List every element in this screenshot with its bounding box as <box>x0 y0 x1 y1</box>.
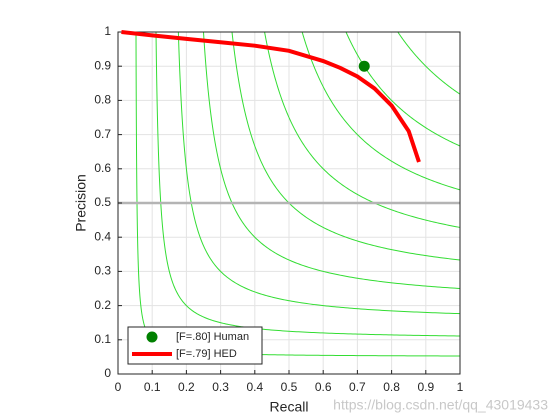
x-tick-label: 0 <box>115 380 122 394</box>
iso-f-curve <box>301 31 461 191</box>
y-tick-label: 0.9 <box>94 58 111 72</box>
x-tick-label: 1 <box>457 380 464 394</box>
x-axis-label: Recall <box>270 399 309 415</box>
x-tick-label: 0.3 <box>212 380 229 394</box>
x-tick-label: 0.5 <box>281 380 298 394</box>
legend-label: [F=.80] Human <box>176 331 249 343</box>
iso-f-curve <box>155 31 461 337</box>
y-tick-label: 0.3 <box>94 264 111 278</box>
x-tick-label: 0.4 <box>246 380 263 394</box>
y-tick-label: 0 <box>104 366 111 380</box>
iso-f-curve <box>345 31 461 147</box>
iso-f-curve <box>264 31 461 228</box>
iso-f-curve <box>177 31 461 315</box>
x-tick-label: 0.9 <box>417 380 434 394</box>
y-tick-label: 0.6 <box>94 161 111 175</box>
y-tick-label: 0.7 <box>94 127 111 141</box>
y-axis-label: Precision <box>73 174 89 232</box>
x-tick-label: 0.6 <box>315 380 332 394</box>
y-tick-label: 1 <box>104 24 111 38</box>
x-tick-label: 0.2 <box>178 380 195 394</box>
y-tick-label: 0.8 <box>94 93 111 107</box>
y-tick-label: 0.1 <box>94 332 111 346</box>
x-tick-label: 0.8 <box>383 380 400 394</box>
legend-marker <box>146 331 158 343</box>
y-tick-label: 0.4 <box>94 229 111 243</box>
legend-label: [F=.79] HED <box>176 348 237 360</box>
x-tick-label: 0.7 <box>349 380 366 394</box>
data-point <box>358 60 370 72</box>
iso-f-curve <box>203 31 461 289</box>
iso-f-curve <box>397 31 461 95</box>
y-tick-label: 0.2 <box>94 298 111 312</box>
y-tick-label: 0.5 <box>94 195 111 209</box>
pr-curve <box>121 30 421 163</box>
watermark: https://blog.csdn.net/qq_43019433 <box>333 397 548 413</box>
x-tick-label: 0.1 <box>144 380 161 394</box>
